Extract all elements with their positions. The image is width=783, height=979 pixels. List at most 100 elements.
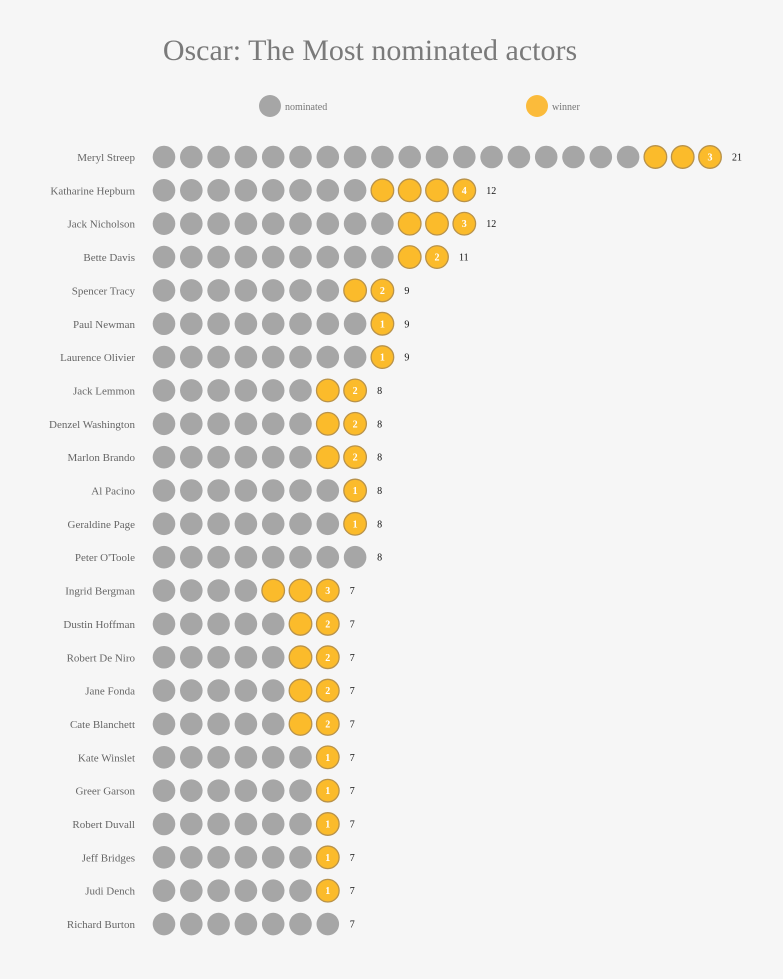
actor-name-label: Kate Winslet [78, 752, 135, 764]
nominated-dot [234, 746, 258, 769]
winner-dot [643, 145, 668, 169]
wins-count-label: 2 [380, 286, 385, 297]
nominated-dot [425, 145, 449, 169]
nominated-dot [234, 645, 258, 669]
wins-count-label: 1 [325, 820, 330, 831]
legend-swatch-winner [526, 95, 548, 117]
nominated-dot [234, 912, 258, 936]
nominated-dot [152, 645, 176, 669]
wins-count-label: 4 [462, 186, 467, 197]
nominations-count-label: 7 [350, 586, 355, 597]
nominations-count-label: 7 [350, 886, 355, 897]
winner-dot [288, 578, 313, 603]
nominated-dot [289, 912, 312, 936]
actor-name-label: Cate Blanchett [70, 719, 135, 731]
nominations-count-label: 7 [350, 920, 355, 931]
nominated-dot [152, 746, 176, 769]
nominated-dot [289, 779, 312, 802]
nominated-dot [234, 445, 258, 469]
wins-count-label: 2 [325, 619, 330, 630]
winner-dot [343, 411, 368, 436]
nominated-dot [261, 412, 285, 436]
nominated-dot [180, 279, 203, 302]
nominated-dot [261, 512, 285, 536]
actor-name-label: Jack Nicholson [67, 219, 135, 231]
winner-dot [343, 478, 368, 503]
nominated-dot [180, 812, 203, 836]
nominated-dot [371, 212, 394, 235]
nominated-dot [261, 879, 285, 902]
nominated-dot [152, 212, 176, 235]
nominated-dot [180, 245, 203, 269]
nominated-dot [234, 179, 258, 202]
nominated-dot [207, 712, 230, 736]
nominated-dot [180, 912, 203, 936]
actor-name-label: Bette Davis [83, 252, 135, 264]
nominations-count-label: 11 [459, 253, 469, 264]
nominations-count-label: 8 [377, 419, 382, 430]
actor-name-label: Meryl Streep [77, 152, 135, 164]
nominated-dot [152, 479, 176, 502]
nominated-dot [616, 145, 640, 169]
winner-dot [315, 845, 340, 870]
nominated-dot [261, 545, 285, 569]
nominated-dot [180, 479, 203, 502]
winner-dot [425, 178, 449, 203]
nominated-dot [234, 545, 258, 569]
nominated-dot [261, 245, 285, 269]
nominated-dot [343, 179, 367, 202]
winner-dot [315, 445, 340, 470]
nominated-dot [234, 846, 258, 869]
winner-dot [370, 311, 395, 336]
wins-count-label: 1 [325, 786, 330, 797]
nominated-dot [234, 145, 258, 169]
nominations-count-label: 8 [377, 553, 382, 564]
nominated-dot [180, 846, 203, 869]
nominated-dot [152, 379, 176, 402]
nominations-count-label: 9 [404, 353, 409, 364]
winner-dot [261, 578, 286, 603]
winner-dot [288, 645, 313, 670]
nominated-dot [180, 545, 203, 569]
nominated-dot [234, 579, 258, 602]
wins-count-label: 2 [325, 653, 330, 664]
winner-dot [315, 778, 340, 803]
nominated-dot [180, 179, 203, 202]
nominated-dot [316, 179, 340, 202]
nominated-dot [261, 145, 285, 169]
wins-count-label: 3 [462, 219, 467, 230]
nominated-dot [261, 212, 285, 235]
nominated-dot [152, 412, 176, 436]
nominations-count-label: 7 [350, 820, 355, 831]
nominated-dot [562, 145, 585, 169]
nominated-dot [152, 779, 176, 802]
nominated-dot [289, 846, 312, 869]
nominations-count-label: 8 [377, 486, 382, 497]
nominated-dot [180, 712, 203, 736]
nominated-dot [207, 679, 230, 702]
winner-dot [397, 178, 422, 203]
wins-count-label: 1 [325, 886, 330, 897]
wins-count-label: 1 [325, 853, 330, 864]
nominated-dot [180, 612, 203, 636]
winner-dot [288, 712, 313, 736]
nominated-dot [152, 312, 176, 336]
actor-name-label: Jeff Bridges [82, 852, 135, 864]
nominated-dot [207, 412, 230, 436]
nominated-dot [398, 145, 422, 169]
nominated-dot [234, 479, 258, 502]
nominated-dot [180, 312, 203, 336]
actor-name-label: Laurence Olivier [60, 352, 135, 364]
nominated-dot [207, 479, 230, 502]
nominated-dot [207, 312, 230, 336]
nominated-dot [207, 445, 230, 469]
actor-name-label: Jack Lemmon [73, 385, 136, 397]
nominated-dot [180, 645, 203, 669]
nominated-dot [152, 245, 176, 269]
nominated-dot [234, 345, 258, 369]
actor-name-label: Richard Burton [67, 919, 136, 931]
winner-dot [397, 245, 422, 269]
nominated-dot [289, 746, 312, 769]
wins-count-label: 2 [325, 686, 330, 697]
nominated-dot [234, 812, 258, 836]
